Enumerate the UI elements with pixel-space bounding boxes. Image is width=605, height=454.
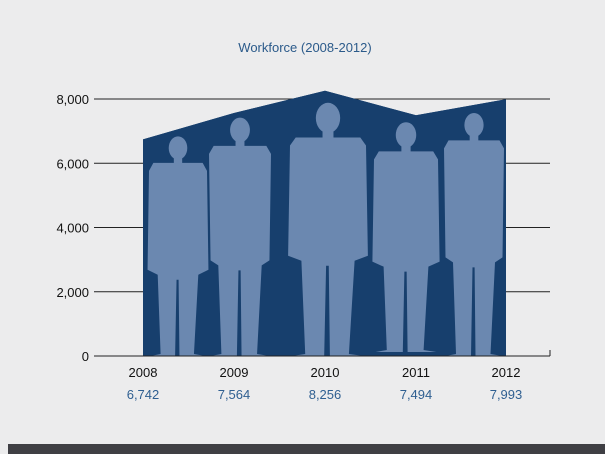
value-label: 7,494 <box>400 387 433 402</box>
gridlines <box>100 90 550 357</box>
y-tick-labels: 0 2,000 4,000 6,000 8,000 <box>56 92 89 364</box>
value-label: 7,564 <box>218 387 251 402</box>
x-tick-label: 2012 <box>492 365 521 380</box>
x-tick-label: 2011 <box>402 365 430 380</box>
y-tick-label: 0 <box>82 349 89 364</box>
person-silhouette-1 <box>147 136 209 356</box>
x-tick-label: 2008 <box>129 365 158 380</box>
person-silhouette-3 <box>288 102 368 356</box>
y-tick-label: 4,000 <box>56 221 89 236</box>
footer-bar <box>8 444 605 454</box>
y-tick-label: 2,000 <box>56 285 89 300</box>
value-labels: 6,742 7,564 8,256 7,494 7,993 <box>127 387 523 402</box>
x-tick-label: 2010 <box>311 365 340 380</box>
x-tick-labels: 2008 2009 2010 2011 2012 <box>129 365 521 380</box>
axes <box>94 98 551 357</box>
x-tick-label: 2009 <box>220 365 249 380</box>
value-label: 6,742 <box>127 387 160 402</box>
value-label: 7,993 <box>490 387 523 402</box>
y-tick-label: 8,000 <box>56 92 89 107</box>
person-silhouette-2 <box>209 117 271 356</box>
chart-title: Workforce (2008-2012) <box>238 40 371 55</box>
y-tick-label: 6,000 <box>56 156 89 171</box>
people-silhouettes-overlay <box>147 102 504 356</box>
value-label: 8,256 <box>309 387 342 402</box>
person-silhouette-4 <box>372 122 440 352</box>
person-silhouette-5 <box>444 113 504 356</box>
